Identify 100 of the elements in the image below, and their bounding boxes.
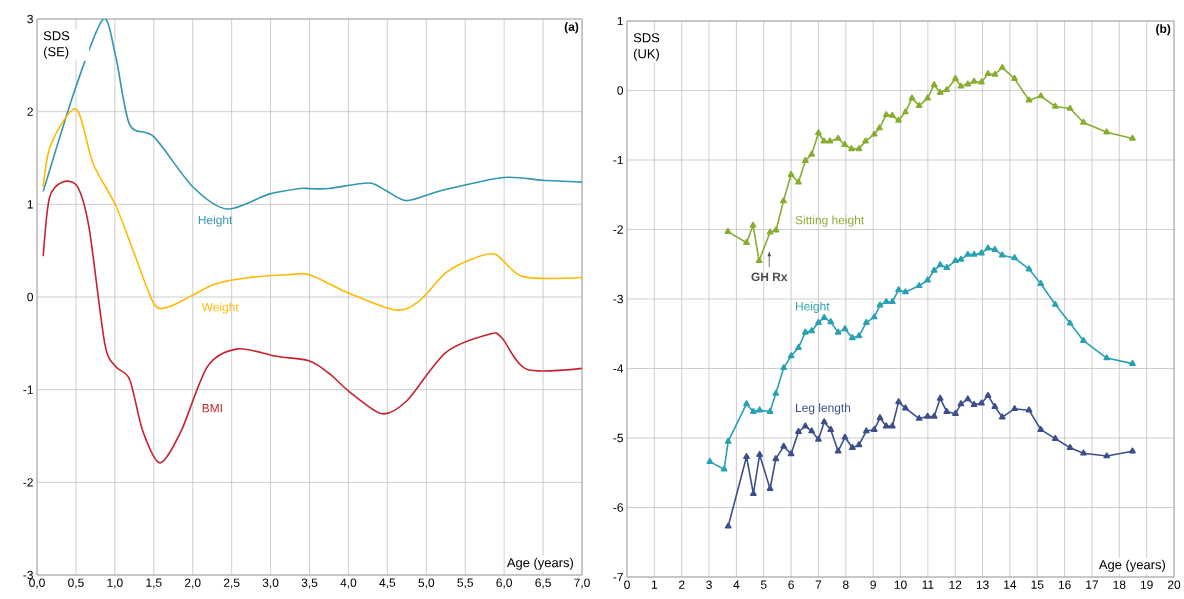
- point: [1066, 104, 1074, 111]
- point: [876, 301, 884, 308]
- point: [952, 409, 959, 416]
- x-tick-label: 5,0: [418, 578, 435, 589]
- y-axis-title: SDS (SE): [43, 31, 70, 59]
- point: [772, 455, 780, 462]
- point: [1080, 118, 1087, 125]
- point: [924, 412, 931, 419]
- point: [1129, 134, 1136, 141]
- point: [1066, 319, 1074, 326]
- point: [772, 226, 780, 233]
- point: [952, 256, 959, 264]
- x-tick-label: 10: [894, 580, 907, 589]
- point: [848, 443, 856, 451]
- point: [1011, 74, 1018, 81]
- x-tick-label: 6,5: [535, 578, 551, 589]
- point: [984, 70, 992, 77]
- x-tick-label: 1,5: [146, 578, 162, 589]
- point: [743, 452, 750, 460]
- point: [862, 318, 870, 325]
- point: [984, 391, 992, 398]
- point: [1025, 96, 1033, 103]
- chart-title: (b): [1156, 24, 1171, 36]
- point: [801, 156, 809, 163]
- point: [862, 137, 869, 144]
- point: [834, 447, 842, 454]
- y-tick-label: -4: [613, 364, 624, 373]
- y-tick-label: 0: [617, 86, 624, 95]
- point: [888, 297, 896, 305]
- point: [930, 81, 938, 88]
- point: [706, 457, 714, 464]
- point: [820, 418, 828, 425]
- x-tick-label: 1,0: [107, 578, 123, 589]
- y-tick-label: -1: [613, 155, 623, 165]
- x-tick-label: 6,0: [496, 578, 512, 589]
- point: [743, 238, 750, 245]
- x-tick-label: 17: [1086, 580, 1099, 589]
- x-tick-label: 4,0: [340, 578, 357, 589]
- point: [970, 250, 978, 257]
- y-tick-label: -5: [613, 433, 623, 443]
- point: [930, 412, 938, 419]
- point: [888, 111, 896, 118]
- y-tick-label: -6: [613, 503, 623, 512]
- point: [1025, 406, 1033, 413]
- x-axis-title: Age (years): [1098, 559, 1165, 572]
- x-tick-label: 4,5: [379, 578, 396, 589]
- point: [780, 197, 787, 204]
- y-tick-label: 3: [27, 14, 33, 24]
- x-tick-label: 8: [843, 580, 849, 589]
- series-label: BMI: [202, 404, 222, 413]
- point: [855, 441, 863, 448]
- point: [1080, 336, 1087, 343]
- annotation: GH Rx: [751, 272, 788, 282]
- point: [964, 395, 972, 402]
- point: [787, 450, 795, 457]
- x-tick-label: 18: [1113, 580, 1126, 589]
- point: [787, 352, 795, 359]
- x-tick-label: 19: [1140, 580, 1153, 589]
- point: [1129, 359, 1136, 366]
- point: [978, 399, 985, 406]
- point: [1037, 425, 1045, 432]
- y-tick-label: -2: [613, 225, 623, 234]
- point: [970, 77, 978, 84]
- point: [991, 402, 999, 410]
- point: [876, 124, 883, 131]
- point: [1051, 434, 1059, 441]
- point: [882, 297, 890, 305]
- point: [936, 394, 944, 401]
- point: [780, 442, 788, 449]
- point: [1037, 279, 1045, 286]
- point: [998, 251, 1006, 258]
- point: [1037, 92, 1045, 99]
- point: [876, 414, 884, 421]
- x-tick-label: 5,5: [457, 578, 474, 589]
- x-tick-label: 20: [1167, 580, 1181, 589]
- point: [870, 130, 878, 137]
- point: [749, 221, 757, 228]
- point: [1011, 405, 1018, 412]
- point: [870, 313, 878, 320]
- point: [888, 422, 896, 429]
- point: [795, 427, 802, 435]
- x-tick-label: 7,0: [574, 578, 590, 589]
- x-tick-label: 3: [706, 580, 712, 589]
- point: [882, 422, 890, 429]
- point: [915, 282, 923, 289]
- point: [1066, 443, 1074, 451]
- line-series: [42, 181, 582, 464]
- point: [724, 227, 732, 234]
- point: [724, 437, 732, 444]
- point: [936, 261, 944, 268]
- point: [964, 80, 972, 87]
- point: [766, 407, 774, 414]
- point: [780, 364, 788, 371]
- point: [991, 245, 999, 252]
- point: [815, 318, 822, 325]
- x-tick-label: 0,5: [68, 578, 84, 589]
- point: [1103, 128, 1111, 135]
- point: [1051, 300, 1059, 307]
- point: [1129, 447, 1136, 454]
- series-label: Sitting height: [795, 215, 865, 227]
